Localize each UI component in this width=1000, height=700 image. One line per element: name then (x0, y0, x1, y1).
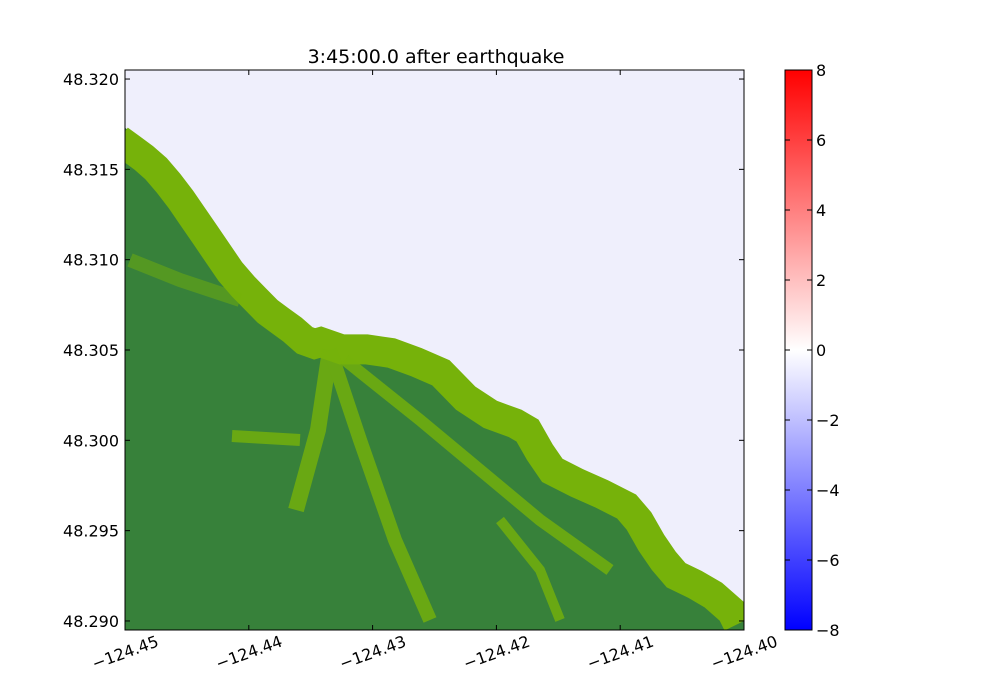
ridge (231, 430, 301, 446)
colorbar-tick-label: −6 (816, 551, 840, 570)
plot-area (124, 69, 745, 631)
colorbar-tick-label: 8 (816, 61, 826, 80)
colorbar-tick-label: 6 (816, 131, 826, 150)
y-tick-label: 48.320 (63, 70, 119, 89)
ridge (323, 347, 437, 623)
ridge (341, 355, 614, 575)
y-tick-label: 48.310 (63, 251, 119, 270)
ridge (288, 348, 338, 513)
x-tick-label: −124.42 (461, 632, 533, 674)
y-axis: 48.290 48.295 48.300 48.305 48.310 48.315 48.3… (63, 70, 744, 631)
y-tick-label: 48.300 (63, 431, 119, 450)
colorbar-tick-label: 2 (816, 271, 826, 290)
x-tick-label: −124.45 (89, 632, 161, 674)
colorbar-tick-label: −2 (816, 411, 840, 430)
shore-band (125, 127, 744, 630)
colorbar-ticks: −8 −6 −4 −2 0 2 4 6 8 (785, 61, 840, 640)
colorbar-tick-label: 4 (816, 201, 826, 220)
colorbar-tick-label: 0 (816, 341, 826, 360)
terrain-ridges (127, 253, 614, 623)
x-tick-label: −124.44 (213, 632, 285, 674)
y-tick-label: 48.315 (63, 160, 119, 179)
colorbar-tick-label: −4 (816, 481, 840, 500)
y-tick-label: 48.295 (63, 522, 119, 541)
x-tick-label: −124.40 (708, 632, 780, 674)
colorbar-tick-label: −8 (816, 621, 840, 640)
x-tick-label: −124.41 (585, 632, 657, 674)
y-tick-label: 48.305 (63, 341, 119, 360)
colorbar: −8 −6 −4 −2 0 2 4 6 8 (784, 61, 840, 640)
y-tick-label: 48.290 (63, 612, 119, 631)
ridge (127, 253, 243, 307)
chart-title: 3:45:00.0 after earthquake (308, 46, 565, 68)
x-tick-label: −124.43 (337, 632, 409, 674)
ridge (496, 516, 565, 622)
